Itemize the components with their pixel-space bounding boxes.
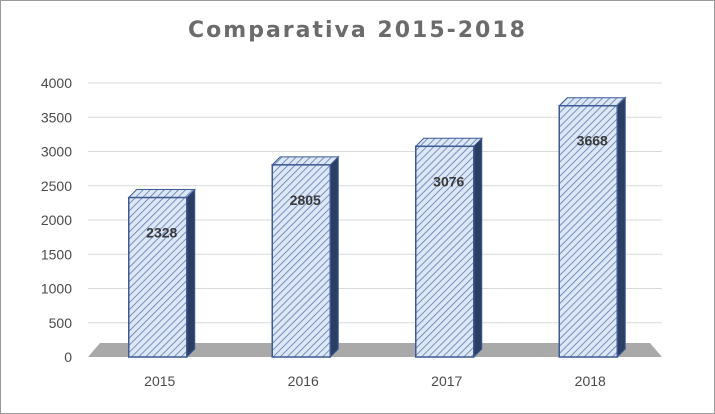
data-label: 2328 bbox=[146, 225, 177, 241]
bar-2016: 2805 bbox=[271, 155, 340, 359]
data-label: 3076 bbox=[433, 173, 464, 189]
bar-top bbox=[127, 189, 196, 199]
bar-2017: 3076 bbox=[414, 137, 483, 359]
y-tick-label: 1500 bbox=[41, 246, 72, 262]
bar-side bbox=[616, 96, 626, 359]
bar-front bbox=[415, 145, 475, 358]
x-tick-label: 2017 bbox=[431, 373, 462, 389]
bar-top bbox=[414, 137, 483, 147]
bar-2015: 2328 bbox=[127, 188, 196, 359]
chart-floor bbox=[88, 343, 662, 357]
y-tick-label: 0 bbox=[64, 349, 72, 365]
floor-plane bbox=[88, 343, 662, 357]
x-tick-label: 2015 bbox=[144, 373, 175, 389]
x-tick-label: 2018 bbox=[575, 373, 606, 389]
y-tick-label: 2000 bbox=[41, 212, 72, 228]
x-axis: 2015 2016 2017 2018 bbox=[144, 373, 606, 389]
bar-2018: 3668 bbox=[558, 96, 627, 359]
y-tick-label: 3000 bbox=[41, 144, 72, 160]
y-tick-label: 3500 bbox=[41, 109, 72, 125]
bar-front bbox=[558, 104, 618, 358]
bar-top bbox=[271, 156, 340, 166]
x-tick-label: 2016 bbox=[288, 373, 319, 389]
bar-front bbox=[271, 164, 331, 358]
y-tick-label: 1000 bbox=[41, 281, 72, 297]
bar-side bbox=[186, 188, 196, 359]
y-axis: 0 500 1000 1500 2000 2500 3000 3500 4000 bbox=[41, 75, 72, 365]
bar-side bbox=[329, 155, 339, 359]
chart-title: Comparativa 2015-2018 bbox=[188, 18, 527, 43]
bar-top bbox=[558, 97, 627, 107]
data-label: 3668 bbox=[577, 133, 608, 149]
data-label: 2805 bbox=[290, 192, 321, 208]
bar-front bbox=[128, 196, 188, 358]
y-tick-label: 2500 bbox=[41, 178, 72, 194]
bar-side bbox=[473, 137, 483, 359]
y-tick-label: 500 bbox=[49, 315, 73, 331]
y-tick-label: 4000 bbox=[41, 75, 72, 91]
bars: 2328 2805 3076 3668 bbox=[127, 96, 627, 359]
